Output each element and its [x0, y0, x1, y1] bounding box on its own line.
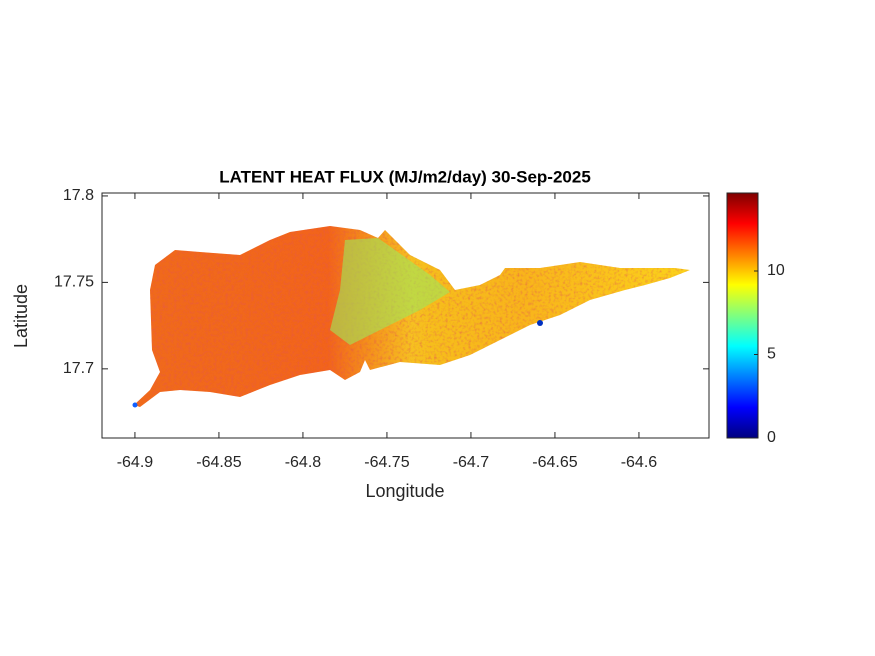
x-tick-label: -64.8 — [285, 454, 322, 471]
x-tick-label: -64.7 — [453, 454, 490, 471]
colorbar-tick-label: 10 — [767, 262, 785, 279]
low-spot — [537, 320, 543, 326]
colorbar: 0 5 10 — [726, 192, 785, 446]
low-spot — [132, 402, 138, 408]
x-axis-label: Longitude — [365, 481, 444, 501]
y-tick-label: 17.7 — [63, 360, 94, 377]
y-tick-label: 17.75 — [54, 274, 94, 291]
colorbar-tick-label: 5 — [767, 346, 776, 363]
chart-title: LATENT HEAT FLUX (MJ/m2/day) 30-Sep-2025 — [219, 167, 591, 186]
green-patch — [330, 238, 450, 345]
x-tick-label: -64.9 — [117, 454, 154, 471]
x-tick-label: -64.75 — [364, 454, 409, 471]
island — [134, 226, 690, 407]
x-tick-label: -64.85 — [196, 454, 241, 471]
y-tick-label: 17.8 — [63, 187, 94, 204]
colorbar-fill — [726, 192, 759, 439]
colorbar-tick-label: 0 — [767, 429, 776, 446]
x-tick-label: -64.65 — [532, 454, 577, 471]
x-tick-label: -64.6 — [621, 454, 658, 471]
y-axis-label: Latitude — [11, 284, 31, 348]
